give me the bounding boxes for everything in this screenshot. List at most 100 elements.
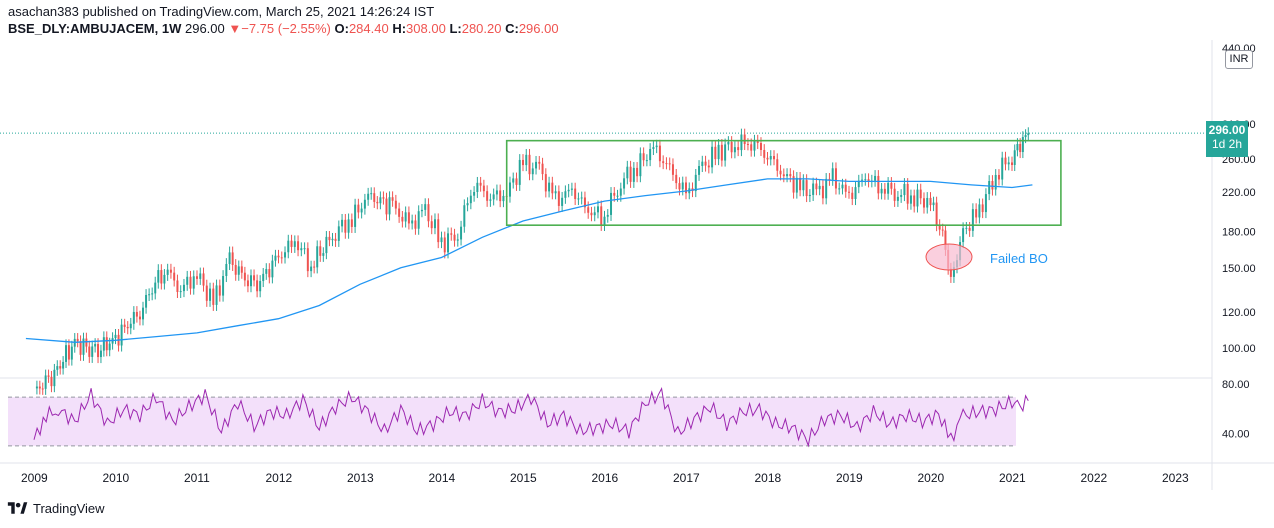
time-tick-label-4: 2013 (347, 471, 374, 485)
candle-body (91, 346, 94, 357)
candle-body (887, 182, 890, 194)
candle-body (231, 252, 234, 265)
high-value: 308.00 (406, 21, 446, 36)
candle-body (681, 182, 684, 190)
candle-body (551, 182, 554, 194)
candle-body (76, 338, 79, 342)
candle-body (259, 281, 262, 292)
candle-body (173, 272, 176, 281)
candle-body (919, 189, 922, 199)
candle-body (678, 183, 681, 190)
candles (35, 127, 1030, 395)
candle-body (577, 198, 580, 200)
candle-body (218, 285, 221, 296)
candle-body (53, 369, 56, 387)
candle-body (544, 174, 547, 192)
candle-body (632, 167, 635, 182)
candle-body (249, 275, 252, 287)
candle-body (645, 160, 648, 162)
candle-body (157, 270, 160, 283)
candle-body (698, 165, 701, 175)
candle-body (769, 156, 772, 160)
candle-body (212, 288, 215, 305)
candle-body (105, 337, 108, 351)
currency-button[interactable]: INR (1225, 50, 1253, 69)
candle-body (750, 144, 753, 151)
candle-body (97, 344, 100, 358)
candle-body (62, 361, 65, 369)
candle-body (495, 190, 498, 195)
candle-body (913, 195, 916, 207)
candle-body (932, 202, 935, 206)
price-tick-label-5: 120.00 (1222, 307, 1256, 319)
candle-body (379, 197, 382, 204)
candle-body (303, 248, 306, 250)
candle-body (489, 199, 492, 201)
candle-body (469, 195, 472, 204)
candle-body (417, 211, 420, 229)
candle-body (205, 285, 208, 301)
candle-body (1007, 162, 1010, 165)
candle-body (944, 230, 947, 250)
candle-body (334, 238, 337, 241)
candle-body (808, 194, 811, 197)
candle-body (580, 197, 583, 199)
low-label: L: (449, 21, 462, 36)
candle-body (274, 255, 277, 261)
candle-body (825, 178, 828, 199)
high-label: H: (392, 21, 407, 36)
candle-body (407, 212, 410, 224)
candle-body (997, 174, 1000, 180)
candle-body (828, 178, 831, 180)
open-value: 284.40 (348, 21, 389, 36)
candle-body (975, 209, 978, 218)
price-tick-label-6: 100.00 (1222, 343, 1256, 355)
candle-body (367, 193, 370, 200)
candle-body (65, 345, 68, 362)
candle-body (234, 264, 237, 275)
candle-body (486, 191, 489, 201)
candle-body (440, 237, 443, 243)
candle-body (427, 204, 430, 222)
candle-body (864, 179, 867, 181)
candle-body (344, 219, 347, 233)
candle-body (962, 228, 965, 243)
candle-body (215, 285, 218, 305)
candle-body (949, 268, 952, 277)
candle-body (574, 188, 577, 200)
candle-body (256, 280, 259, 292)
rsi-band (8, 397, 1016, 446)
candle-body (179, 291, 182, 293)
candle-body (1013, 150, 1016, 165)
time-tick-label-14: 2023 (1162, 471, 1189, 485)
candle-body (88, 346, 91, 357)
symbol-line: BSE_DLY:AMBUJACEM, 1W 296.00 ▼−7.75 (−2.… (8, 21, 559, 36)
candle-body (94, 344, 97, 347)
candle-body (564, 191, 567, 198)
candle-body (743, 134, 746, 144)
candle-body (717, 144, 720, 160)
candle-body (108, 343, 111, 351)
candle-body (142, 307, 145, 320)
rsi-line (33, 387, 1029, 448)
time-tick-label-0: 2009 (21, 471, 48, 485)
candle-body (802, 180, 805, 191)
candle-body (815, 183, 818, 190)
candle-body (548, 182, 551, 192)
footer-brand[interactable]: TradingView (6, 500, 105, 516)
low-value: 280.20 (461, 21, 502, 36)
candle-body (714, 146, 717, 160)
candle-body (981, 204, 984, 213)
candle-body (655, 145, 658, 148)
candle-body (123, 324, 126, 327)
last-price-tag-countdown: 1d 2h (1211, 137, 1243, 151)
time-tick-label-8: 2017 (673, 471, 700, 485)
candle-body (479, 182, 482, 186)
candle-body (525, 154, 528, 166)
time-tick-label-6: 2015 (510, 471, 537, 485)
symbol-name[interactable]: BSE_DLY:AMBUJACEM, 1W (8, 21, 182, 36)
candle-body (41, 388, 44, 390)
candle-body (727, 141, 730, 145)
candle-body (492, 194, 495, 200)
